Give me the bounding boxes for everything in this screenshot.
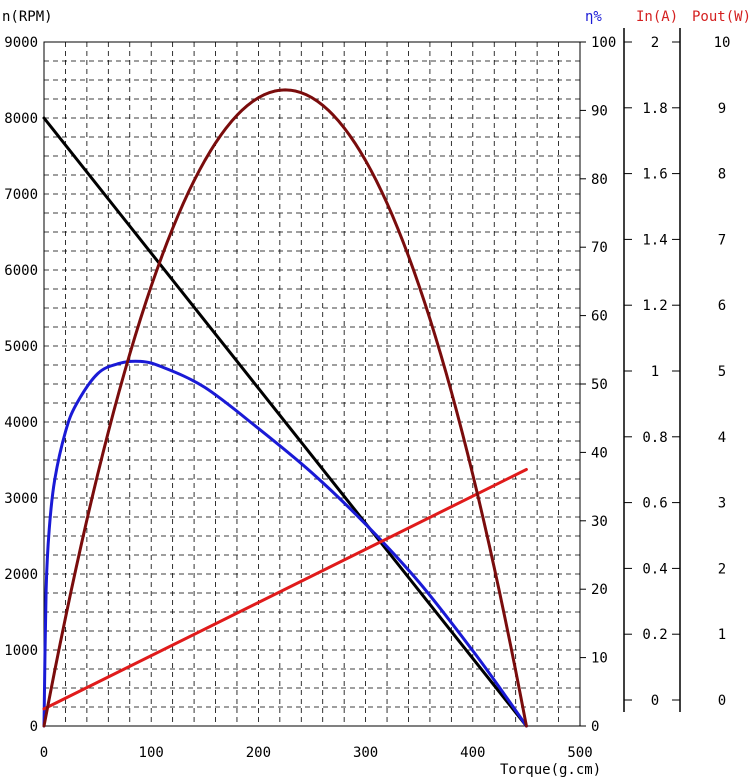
speed-tick-label: 5000	[4, 339, 38, 355]
speed-tick-label: 6000	[4, 263, 38, 279]
efficiency-tick-label: 30	[591, 514, 608, 530]
efficiency-tick-label: 50	[591, 377, 608, 393]
speed-curve	[42, 116, 528, 728]
current-tick-label: 0.2	[642, 627, 667, 643]
current-tick-label: 1	[651, 364, 659, 380]
x-tick-label: 200	[246, 745, 271, 761]
current-tick-label: 1.8	[642, 101, 667, 117]
power-tick-label: 0	[718, 693, 726, 709]
current-curve	[42, 468, 528, 711]
power-tick-label: 3	[718, 496, 726, 512]
current-tick-label: 0.6	[642, 496, 667, 512]
power-tick-label: 6	[718, 298, 726, 314]
grid	[44, 42, 580, 726]
speed-tick-label: 1000	[4, 643, 38, 659]
efficiency-axis-title: η%	[585, 9, 602, 25]
current-tick-label: 0.4	[642, 561, 667, 577]
speed-tick-label: 9000	[4, 35, 38, 51]
efficiency-tick-label: 10	[591, 651, 608, 667]
current-tick-label: 2	[651, 35, 659, 51]
power-tick-label: 7	[718, 232, 726, 248]
efficiency-tick-label: 70	[591, 240, 608, 256]
x-tick-label: 400	[460, 745, 485, 761]
current-tick-label: 1.2	[642, 298, 667, 314]
efficiency-tick-label: 90	[591, 103, 608, 119]
efficiency-tick-label: 80	[591, 172, 608, 188]
power-tick-label: 10	[714, 35, 731, 51]
speed-tick-label: 4000	[4, 415, 38, 431]
x-tick-label: 500	[567, 745, 592, 761]
power-tick-label: 5	[718, 364, 726, 380]
speed-axis-title: n(RPM)	[2, 9, 53, 25]
series-layer	[42, 88, 528, 728]
x-axis-title: Torque(g.cm)	[500, 762, 601, 778]
x-tick-label: 0	[40, 745, 48, 761]
speed-tick-label: 0	[30, 719, 38, 735]
efficiency-tick-label: 0	[591, 719, 599, 735]
current-tick-label: 1.4	[642, 232, 667, 248]
current-tick-label: 0	[651, 693, 659, 709]
efficiency-curve	[42, 359, 528, 728]
x-tick-label: 100	[139, 745, 164, 761]
power-tick-label: 9	[718, 101, 726, 117]
plot-frame	[43, 41, 581, 727]
speed-tick-label: 3000	[4, 491, 38, 507]
output-power-curve	[42, 88, 528, 728]
efficiency-tick-label: 40	[591, 445, 608, 461]
efficiency-tick-label: 60	[591, 309, 608, 325]
power-tick-label: 1	[718, 627, 726, 643]
power-axis-title: Pout(W)	[692, 9, 750, 25]
power-tick-label: 8	[718, 167, 726, 183]
power-tick-label: 4	[718, 430, 726, 446]
speed-tick-label: 8000	[4, 111, 38, 127]
current-tick-label: 0.8	[642, 430, 667, 446]
speed-tick-label: 2000	[4, 567, 38, 583]
current-axis-title: In(A)	[636, 9, 678, 25]
current-tick-label: 1.6	[642, 167, 667, 183]
speed-tick-label: 7000	[4, 187, 38, 203]
efficiency-tick-label: 100	[591, 35, 616, 51]
x-tick-label: 300	[353, 745, 378, 761]
power-tick-label: 2	[718, 561, 726, 577]
efficiency-tick-label: 20	[591, 582, 608, 598]
